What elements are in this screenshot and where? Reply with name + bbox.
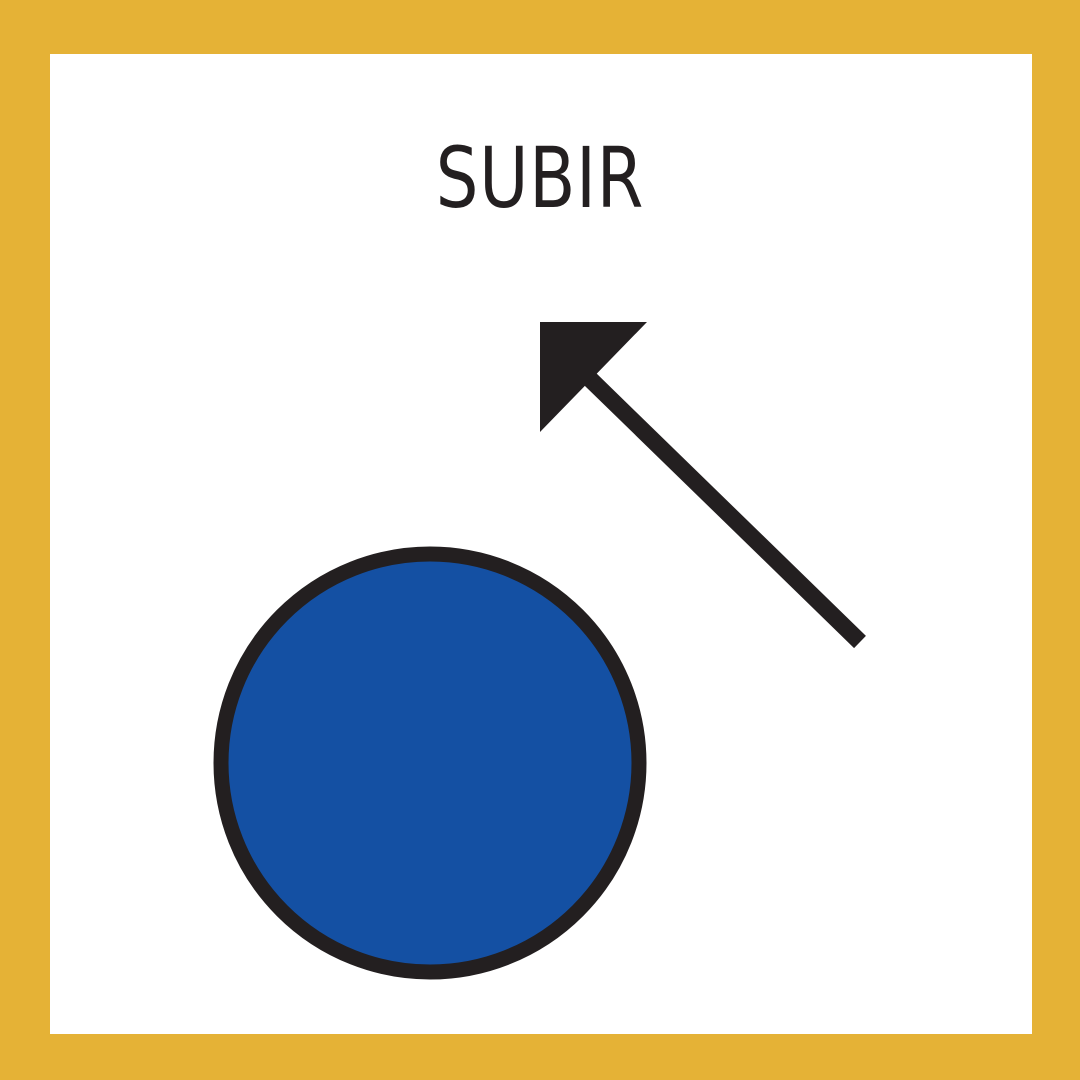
blue-circle-icon [213, 546, 647, 980]
arrow-shaft [584, 372, 866, 649]
arrow-up-left-icon [540, 322, 866, 649]
sign-label: SUBIR [435, 129, 645, 227]
arrow-head [540, 322, 647, 432]
